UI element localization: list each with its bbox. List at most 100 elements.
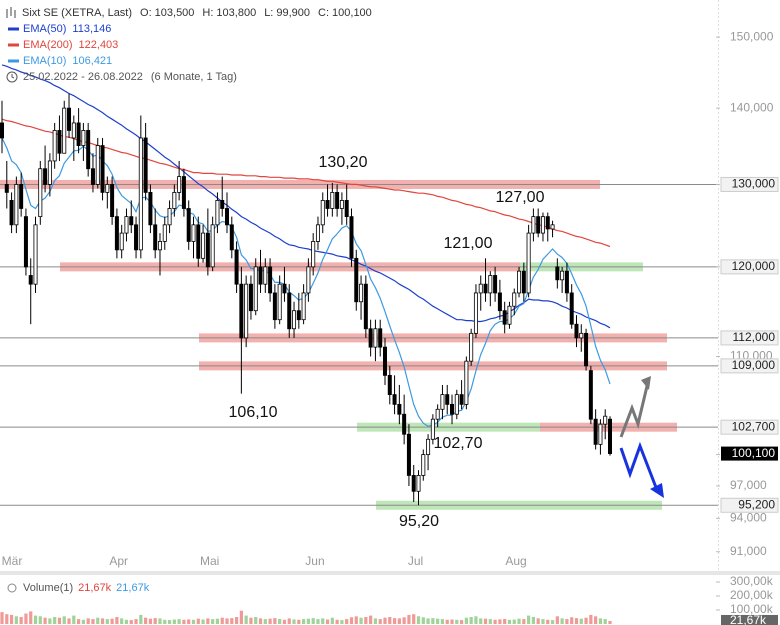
legend-entry: EMA(10) 106,421 (23, 55, 112, 67)
clock-hand (11, 74, 15, 79)
candle-body (62, 107, 67, 154)
candle-body (201, 232, 206, 259)
candle-body (277, 283, 282, 321)
volume-bar (124, 619, 129, 624)
candle-body (191, 224, 196, 242)
candle-body (287, 292, 292, 330)
volume-bar (455, 619, 459, 624)
level-label: 130,000 (732, 177, 776, 191)
volume-bar (565, 619, 569, 624)
volume-bar (306, 618, 310, 624)
volume-bar (62, 616, 66, 624)
candle-body (167, 208, 172, 226)
candle-body (406, 433, 411, 476)
volume-tick-label: 100,00k (730, 602, 774, 616)
chart-icon (6, 7, 16, 18)
candle-body (172, 191, 177, 209)
quote-value: 103,500 (155, 7, 195, 19)
candle-body (148, 191, 153, 226)
volume-bar (349, 617, 354, 624)
quote-line: Sixt SE (XETRA, Last) O: 103,500 H: 103,800 L… (22, 7, 372, 19)
volume-bar (479, 618, 483, 624)
volume-bar (421, 617, 425, 624)
volume-bar (397, 618, 401, 624)
volume-bar (431, 618, 435, 624)
volume-bar (167, 620, 172, 624)
volume-legend: Volume(1) 21,67k 21,67k (23, 582, 150, 594)
candle-body (138, 137, 143, 251)
legend-entry: EMA(200) 122,403 (23, 39, 118, 51)
level-label: 120,000 (732, 259, 776, 273)
volume-bar (354, 616, 358, 624)
candle-body (421, 454, 426, 476)
volume-bar (407, 614, 411, 624)
volume-bar (282, 619, 287, 624)
legend-value: 106,421 (72, 55, 112, 67)
y-tick-label: 150,000 (730, 29, 774, 43)
volume-bar (512, 619, 516, 624)
candle-body (373, 328, 378, 348)
candle-body (263, 266, 268, 285)
volume-bar (311, 618, 315, 624)
candle-body (359, 283, 364, 303)
legend-entry: EMA(50) 113,146 (23, 23, 111, 35)
volume-bar (316, 619, 320, 624)
volume-bar (134, 619, 138, 624)
candle-body (268, 266, 273, 294)
volume-tick-label: 200,00k (730, 588, 774, 602)
candle-body (296, 310, 301, 321)
volume-bar (321, 618, 325, 624)
y-tick-label: 97,000 (730, 478, 767, 492)
volume-bar (416, 616, 421, 624)
quote-name: L: (264, 7, 273, 19)
candle-body (416, 475, 421, 492)
volume-bar (53, 617, 57, 624)
volume-bar (488, 619, 492, 624)
candle-body (4, 184, 9, 193)
background (0, 179, 720, 510)
volume-bar (579, 618, 583, 624)
clock-icon (6, 71, 18, 83)
candle-body (521, 270, 526, 294)
candle-body (315, 224, 320, 242)
volume-bar (541, 619, 545, 624)
volume-bar (383, 617, 387, 624)
candle-body (81, 130, 86, 146)
volume-bar (81, 619, 85, 624)
header: Sixt SE (XETRA, Last) O: 103,500 H: 103,800 L… (6, 7, 372, 83)
candle-body (186, 208, 191, 242)
volume-bar (517, 618, 521, 624)
volume-bar (364, 617, 368, 624)
annotation: 106,10 (229, 404, 278, 421)
axis-background (718, 0, 780, 571)
legend-value: 122,403 (79, 39, 119, 51)
candle-body (483, 283, 488, 294)
volume-bar (507, 619, 512, 624)
volume-bar (234, 617, 239, 624)
candle-body (588, 370, 593, 420)
candle-body (124, 216, 129, 234)
volume-bar (555, 616, 559, 624)
volume-bar (287, 618, 291, 624)
candle-body (28, 275, 33, 285)
candle-body (517, 270, 522, 294)
candle-body (177, 176, 182, 193)
y-tick-label: 94,000 (730, 511, 767, 525)
volume-bar (177, 619, 181, 624)
volume-bar (72, 615, 76, 624)
candle-body (292, 310, 297, 330)
volume-bar (33, 615, 38, 624)
volume-bar (110, 618, 114, 624)
candle-body (311, 241, 316, 268)
candle-body (330, 191, 335, 209)
candle-body (402, 413, 407, 435)
x-tick-label: Mai (200, 554, 219, 568)
arrow-down-head (650, 483, 664, 498)
candle-body (57, 130, 62, 154)
candle-body (540, 216, 545, 234)
volume-bar (9, 614, 14, 624)
candle-body (569, 292, 574, 325)
volume-bar (19, 617, 23, 624)
level-box (720, 259, 779, 275)
candle-body (440, 394, 445, 410)
